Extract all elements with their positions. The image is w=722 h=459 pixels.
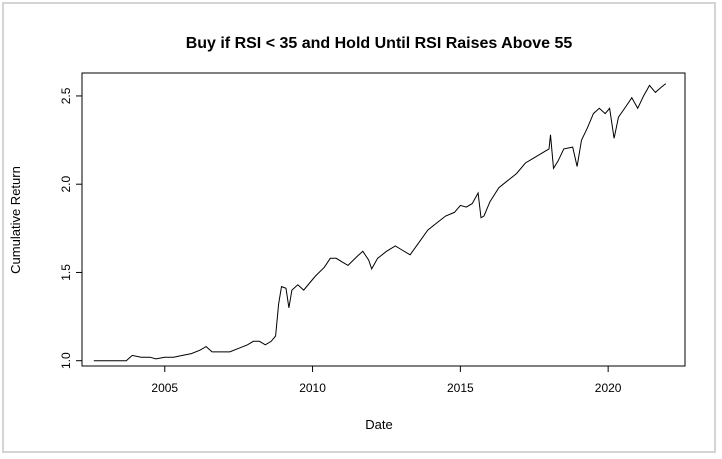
- y-tick-label: 1.5: [59, 264, 73, 281]
- x-axis-label: Date: [365, 417, 392, 432]
- x-tick-label: 2015: [447, 381, 474, 395]
- y-axis-label: Cumulative Return: [8, 166, 23, 274]
- series-line-cumulative-return: [93, 83, 667, 362]
- y-tick-label: 2.0: [59, 176, 73, 193]
- chart-frame: [2, 2, 716, 453]
- x-tick-label: 2010: [299, 381, 326, 395]
- y-tick-label: 2.5: [59, 87, 73, 104]
- chart-title: Buy if RSI < 35 and Hold Until RSI Raise…: [186, 35, 573, 52]
- plot-area-border: [81, 72, 686, 367]
- y-tick-label: 1.0: [59, 352, 73, 369]
- x-tick-label: 2005: [151, 381, 178, 395]
- y-axis: 1.0 1.5 2.0 2.5: [59, 87, 82, 369]
- x-tick-label: 2020: [595, 381, 622, 395]
- x-axis: 2005 2010 2015 2020: [151, 366, 622, 395]
